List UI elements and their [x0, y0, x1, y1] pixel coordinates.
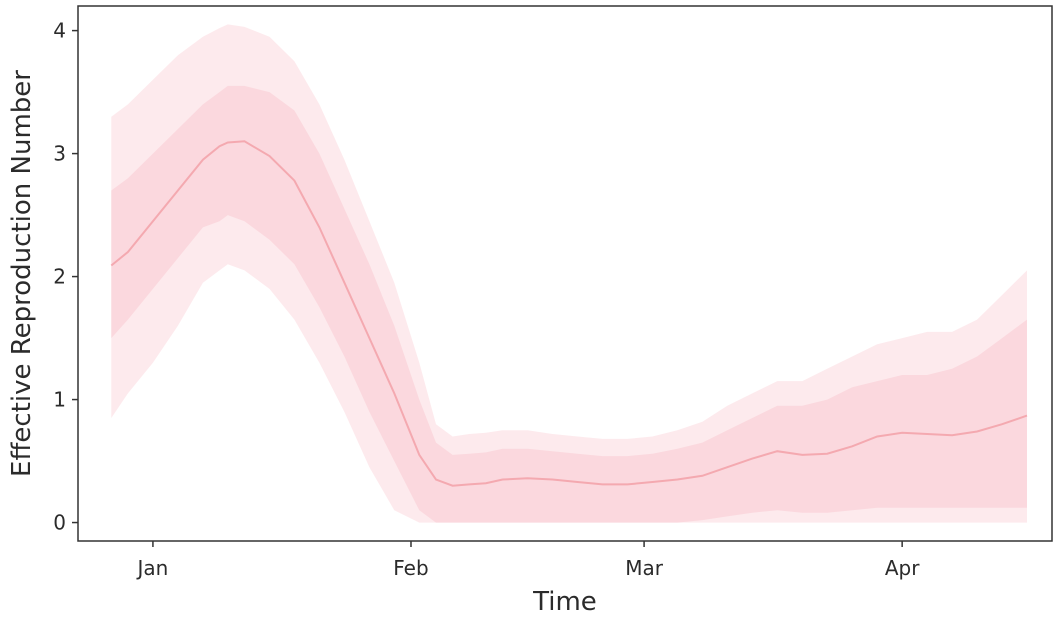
y-tick-label: 3 [53, 142, 66, 166]
credible-interval-bands [111, 24, 1028, 523]
y-axis: 0 1 2 3 4 [53, 19, 78, 535]
y-tick-label: 0 [53, 511, 66, 535]
band-50 [111, 85, 1028, 523]
y-tick-label: 1 [53, 388, 66, 412]
y-tick-label: 4 [53, 19, 66, 43]
band-95 [111, 24, 1028, 523]
x-tick-label: Apr [885, 556, 920, 580]
x-tick-label: Jan [136, 556, 169, 580]
y-axis-title: Effective Reproduction Number [7, 70, 37, 477]
y-tick-label: 2 [53, 265, 66, 289]
plot-panel-border [77, 5, 1053, 542]
x-tick-label: Mar [625, 556, 664, 580]
median-line [110, 140, 1028, 487]
x-axis: Jan Feb Mar Apr [136, 541, 920, 580]
x-axis-title: Time [532, 587, 597, 617]
x-tick-label: Feb [393, 556, 428, 580]
